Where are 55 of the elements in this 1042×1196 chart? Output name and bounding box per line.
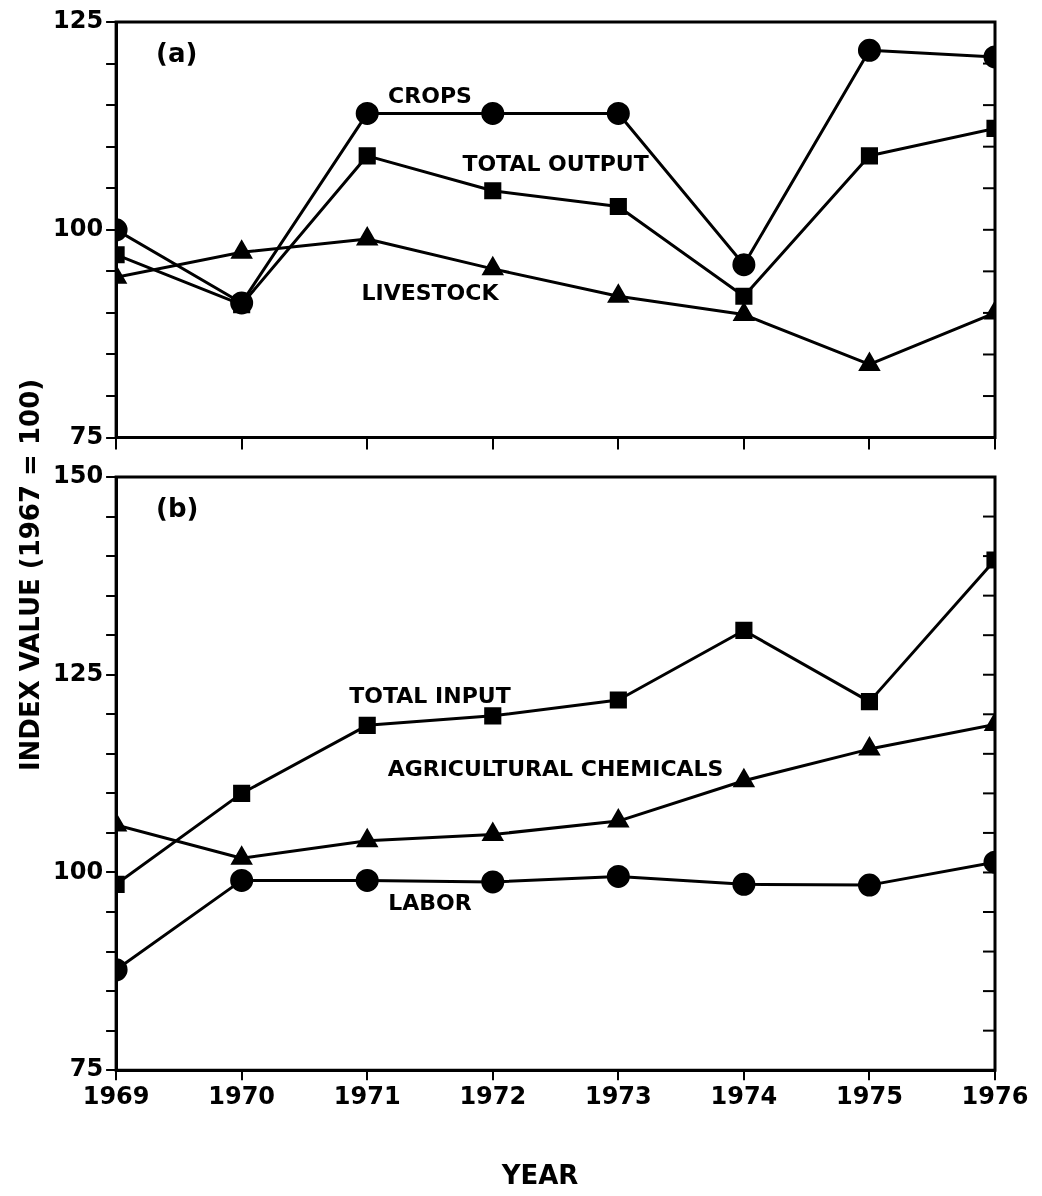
x-tick-label: 1976 xyxy=(961,1081,1029,1110)
x-tick-label: 1969 xyxy=(82,1081,150,1110)
y-tick-label: 125 xyxy=(52,658,104,687)
x-axis-title: YEAR xyxy=(500,1160,580,1190)
point xyxy=(484,707,502,725)
x-tick-label: 1970 xyxy=(208,1081,276,1110)
point xyxy=(484,182,502,200)
x-tick-label: 1973 xyxy=(584,1081,652,1110)
series-label: CROPS xyxy=(388,83,472,109)
point xyxy=(733,769,755,788)
y-tick-label: 125 xyxy=(52,6,104,35)
x-tick-label: 1971 xyxy=(333,1081,401,1110)
point xyxy=(355,868,379,892)
point xyxy=(733,303,755,322)
point xyxy=(859,352,880,371)
y-tick-label: 75 xyxy=(69,421,104,450)
point xyxy=(860,693,879,711)
point xyxy=(357,829,378,848)
point xyxy=(233,784,251,802)
x-tick-label: 1972 xyxy=(459,1081,527,1110)
point xyxy=(357,227,378,246)
point xyxy=(606,101,630,125)
point xyxy=(609,691,627,709)
y-axis-title: INDEX VALUE (1967 = 100) xyxy=(15,377,45,774)
point xyxy=(230,868,254,892)
point xyxy=(732,872,756,896)
point xyxy=(732,253,756,277)
series-label: TOTAL OUTPUT xyxy=(462,150,649,176)
point xyxy=(857,38,881,62)
point xyxy=(358,716,376,734)
point xyxy=(609,197,627,216)
series-label: TOTAL INPUT xyxy=(349,682,511,708)
series-label: LIVESTOCK xyxy=(361,279,500,305)
point xyxy=(735,621,753,640)
point xyxy=(481,101,505,125)
point xyxy=(857,873,881,897)
text: (a) xyxy=(156,37,198,68)
point xyxy=(481,870,505,894)
point xyxy=(735,287,753,305)
point xyxy=(358,147,376,165)
series-label: LABOR xyxy=(388,890,472,916)
x-tick-label: 1974 xyxy=(710,1081,778,1110)
point xyxy=(608,284,629,303)
y-tick-label: 100 xyxy=(52,856,104,885)
point xyxy=(606,864,630,888)
point xyxy=(231,240,252,259)
x-tick-label: 1975 xyxy=(836,1081,903,1110)
y-tick-label: 100 xyxy=(52,214,104,243)
series-label: AGRICULTURAL CHEMICALS xyxy=(387,755,724,781)
y-tick-label: 150 xyxy=(52,461,104,490)
text: (b) xyxy=(156,492,199,523)
point xyxy=(482,257,503,276)
y-tick-label: 75 xyxy=(69,1054,104,1083)
point xyxy=(355,101,379,125)
point xyxy=(860,147,879,165)
